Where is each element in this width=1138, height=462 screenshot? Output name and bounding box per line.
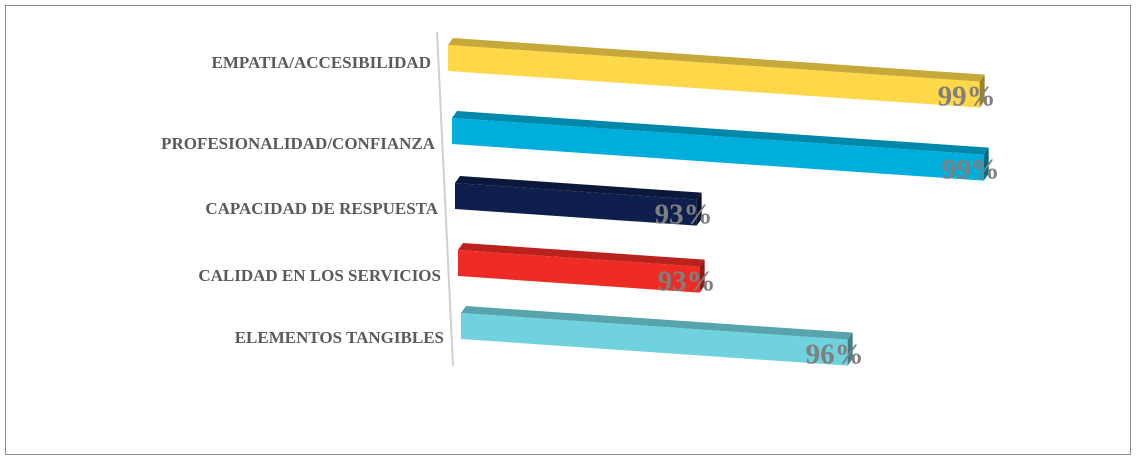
category-label-5: ELEMENTOS TANGIBLES (235, 328, 444, 347)
bar-side-4 (699, 259, 705, 293)
bar-5 (461, 313, 848, 366)
data-label-4: 93% (658, 266, 716, 298)
data-label-3: 93% (655, 199, 713, 231)
bar-2 (452, 118, 984, 181)
bar-side-3 (696, 192, 702, 226)
data-label-5: 96% (806, 339, 864, 371)
bar-side-5 (847, 332, 853, 366)
bar-side-1 (979, 74, 985, 108)
bar-3 (455, 183, 697, 226)
data-label-1: 99% (938, 81, 996, 113)
bar-top-3 (455, 176, 702, 200)
category-label-1: EMPATIA/ACCESIBILIDAD (212, 53, 431, 72)
bar-side-2 (983, 147, 989, 181)
bar-top-5 (461, 306, 853, 340)
category-label-3: CAPACIDAD DE RESPUESTA (205, 199, 438, 218)
bar-4 (458, 250, 700, 293)
data-label-2: 99% (942, 154, 1000, 186)
bar-top-4 (458, 243, 705, 267)
category-axis (436, 31, 454, 367)
bar-top-2 (452, 111, 989, 155)
bars-group: EMPATIA/ACCESIBILIDAD 99% PROFESIONALIDAD/… (161, 38, 1000, 371)
bar-1 (448, 45, 980, 108)
category-label-2: PROFESIONALIDAD/CONFIANZA (161, 134, 436, 153)
bar-top-1 (448, 38, 985, 82)
category-label-4: CALIDAD EN LOS SERVICIOS (198, 266, 441, 285)
